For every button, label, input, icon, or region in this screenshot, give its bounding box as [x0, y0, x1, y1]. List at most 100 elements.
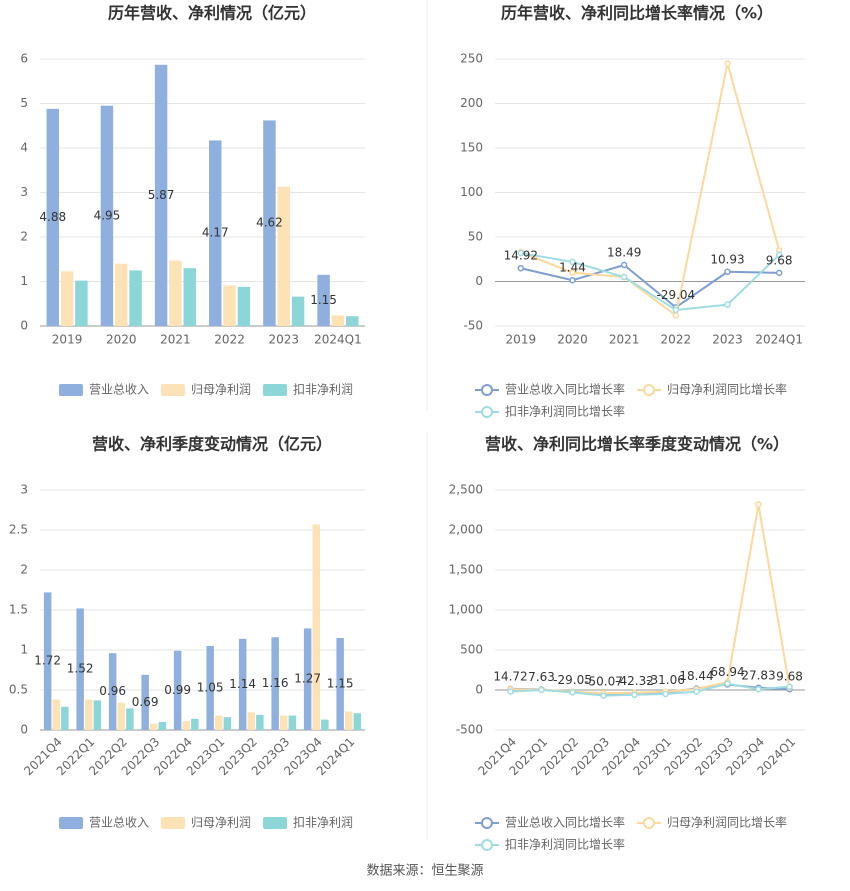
value-label: 9.68: [766, 253, 793, 267]
x-tick-label: 2020: [106, 333, 137, 347]
bar: [331, 315, 345, 326]
y-tick-label: 2,500: [449, 483, 483, 497]
value-label: 14.72: [493, 669, 527, 683]
value-label: 7.63: [528, 670, 555, 684]
value-label: 1.72: [34, 654, 61, 668]
bar: [336, 638, 344, 730]
x-tick-label: 2022: [214, 333, 245, 347]
y-tick-label: 1.5: [9, 603, 28, 617]
y-tick-label: 1: [20, 274, 28, 288]
bar: [256, 714, 264, 730]
y-tick-label: 0: [20, 723, 28, 737]
bar: [75, 280, 88, 326]
value-label: 1.27: [294, 672, 321, 686]
legend-label: 归母净利润: [191, 383, 251, 397]
point: [724, 301, 731, 308]
bar: [173, 650, 182, 730]
y-tick-label: 0: [475, 274, 483, 288]
bar: [158, 722, 167, 730]
point: [724, 680, 731, 687]
point: [631, 691, 638, 699]
bar: [60, 271, 74, 326]
bar: [182, 721, 190, 730]
legend-swatch: [160, 817, 185, 829]
legend-item: 营业总收入: [58, 383, 149, 397]
legend-item: 归母净利润同比增长率: [637, 382, 787, 397]
y-tick-label: 1,000: [449, 603, 483, 617]
y-tick-label: -50: [463, 319, 483, 333]
legend-item: 归母净利润同比增长率: [637, 815, 787, 830]
legend-item: 扣非净利润同比增长率: [474, 837, 625, 852]
y-tick-label: 1: [20, 643, 28, 657]
point: [569, 269, 576, 276]
y-tick-label: 2: [20, 563, 28, 577]
legend-label: 归母净利润同比增长率: [667, 382, 787, 397]
value-label: 1.14: [229, 677, 256, 691]
x-tick-label: 2023: [268, 333, 299, 347]
y-tick-label: 150: [460, 141, 483, 155]
source: 数据来源：恒生聚源: [366, 864, 483, 879]
value-label: 5.87: [148, 188, 175, 202]
x-tick-label: 2024Q1: [314, 333, 362, 347]
y-tick-label: 50: [468, 230, 483, 244]
legend-label: 营业总收入: [89, 383, 149, 397]
value-label: 14.92: [504, 249, 538, 263]
y-tick-label: 3: [20, 185, 28, 199]
legend-label: 营业总收入同比增长率: [505, 382, 625, 397]
x-tick-label: 2022: [661, 333, 692, 347]
point: [755, 685, 762, 693]
legend-marker: [480, 406, 493, 418]
value-label: -29.05: [553, 673, 592, 687]
point: [672, 312, 680, 319]
bar: [237, 286, 251, 326]
legend-label: 扣非净利润同比增长率: [505, 404, 625, 419]
bar: [209, 140, 222, 326]
x-tick-label: 2020: [557, 333, 588, 347]
point: [775, 251, 783, 259]
legend-swatch: [160, 384, 185, 396]
bar: [263, 120, 276, 326]
point: [620, 273, 628, 281]
y-tick-label: 0: [475, 683, 483, 697]
bar: [215, 715, 223, 730]
point: [507, 688, 514, 695]
chart-title: 历年营收、净利同比增长率情况（%）: [501, 4, 773, 23]
legend-label: 归母净利润: [191, 816, 251, 830]
value-label: 18.49: [607, 246, 641, 260]
x-tick-label: 2023: [712, 333, 743, 347]
bar: [280, 715, 288, 730]
point: [662, 690, 669, 698]
bar: [76, 608, 84, 730]
value-label: 4.95: [94, 208, 121, 222]
legend-label: 营业总收入同比增长率: [505, 815, 625, 830]
bar: [126, 708, 134, 730]
point: [517, 249, 525, 257]
legend-item: 归母净利润: [160, 816, 251, 830]
point: [620, 261, 628, 269]
value-label: 4.17: [202, 226, 229, 240]
chart-title: 营收、净利同比增长率季度变动情况（%）: [485, 435, 789, 454]
value-label: 1.05: [197, 681, 224, 695]
bar: [183, 268, 196, 326]
value-label: -29.04: [656, 288, 695, 302]
bar: [312, 524, 320, 730]
bar: [85, 699, 93, 730]
bar: [271, 637, 279, 730]
legend-label: 扣非净利润: [293, 383, 353, 397]
bar: [345, 711, 353, 730]
y-tick-label: -500: [456, 723, 483, 737]
bar: [129, 270, 142, 326]
y-tick-label: 5: [20, 96, 28, 110]
point: [786, 683, 793, 691]
legend-item: 扣非净利润同比增长率: [474, 404, 625, 419]
legend-swatch: [263, 384, 288, 396]
bar: [108, 653, 117, 730]
y-tick-label: 3: [20, 483, 28, 497]
legend-marker: [480, 839, 493, 851]
point: [755, 501, 762, 508]
bar: [100, 105, 114, 326]
bar: [43, 592, 52, 730]
value-label: 0.69: [132, 695, 159, 709]
y-tick-label: 2: [20, 230, 28, 244]
